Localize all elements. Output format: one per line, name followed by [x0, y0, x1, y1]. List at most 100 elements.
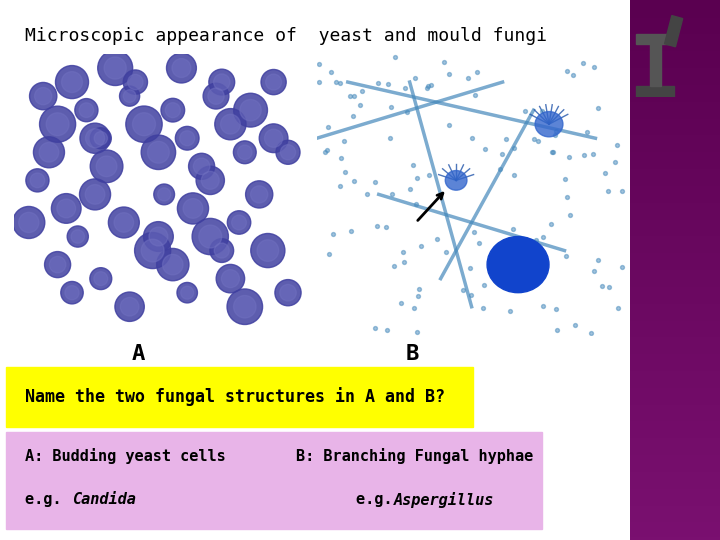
Point: [60, 204, 72, 213]
Point: [599, 168, 611, 177]
Text: Aspergillus: Aspergillus: [394, 491, 494, 508]
Point: [372, 222, 383, 231]
Point: [398, 258, 410, 267]
Point: [153, 148, 164, 157]
Point: [324, 250, 336, 259]
Point: [469, 227, 480, 236]
FancyBboxPatch shape: [6, 432, 541, 529]
Point: [109, 64, 121, 72]
Point: [530, 235, 541, 244]
Point: [507, 275, 518, 284]
Point: [66, 288, 78, 297]
Point: [153, 232, 164, 241]
Point: [388, 262, 400, 271]
Point: [422, 82, 433, 90]
Point: [500, 135, 511, 144]
Point: [602, 187, 613, 195]
Point: [204, 176, 216, 185]
Point: [560, 252, 572, 260]
Point: [559, 174, 571, 183]
Text: Microscopic appearance of  yeast and mould fungi: Microscopic appearance of yeast and moul…: [25, 27, 547, 45]
Point: [66, 78, 78, 86]
Point: [81, 106, 92, 114]
Point: [532, 136, 544, 145]
Point: [361, 190, 372, 198]
Point: [415, 241, 427, 250]
Point: [356, 87, 367, 96]
Point: [138, 120, 150, 129]
Point: [545, 220, 557, 229]
Point: [181, 288, 193, 297]
Point: [478, 281, 490, 289]
Point: [95, 274, 107, 283]
Bar: [649, 37, 661, 85]
Bar: [636, 85, 674, 97]
Point: [496, 150, 508, 158]
Point: [567, 71, 579, 79]
Point: [380, 222, 392, 231]
Point: [561, 192, 572, 201]
Point: [282, 288, 294, 297]
Point: [477, 304, 488, 313]
Point: [411, 174, 423, 183]
Point: [95, 274, 107, 283]
Circle shape: [487, 237, 549, 293]
Point: [385, 103, 397, 112]
Point: [561, 66, 572, 75]
Point: [204, 232, 216, 241]
Point: [167, 106, 179, 114]
Point: [60, 204, 72, 213]
Point: [268, 134, 279, 143]
Point: [118, 218, 130, 227]
Point: [282, 288, 294, 297]
Point: [196, 162, 207, 171]
Point: [89, 134, 101, 143]
Point: [253, 190, 265, 199]
Point: [369, 178, 380, 187]
Point: [536, 107, 548, 116]
Point: [408, 304, 420, 313]
Point: [52, 120, 63, 129]
Bar: [636, 34, 674, 44]
Point: [508, 171, 520, 179]
Point: [323, 123, 334, 131]
Point: [586, 329, 598, 338]
Text: e.g.: e.g.: [25, 492, 71, 507]
Text: A: A: [132, 343, 145, 364]
Point: [384, 133, 396, 142]
Point: [508, 144, 520, 153]
Point: [196, 162, 207, 171]
Circle shape: [445, 171, 467, 190]
Point: [382, 326, 393, 335]
Point: [313, 60, 325, 69]
Point: [89, 134, 101, 143]
Point: [334, 79, 346, 87]
Point: [32, 176, 43, 185]
Point: [138, 120, 150, 129]
Point: [176, 64, 187, 72]
Point: [37, 92, 49, 100]
Point: [66, 288, 78, 297]
Point: [176, 64, 187, 72]
Point: [239, 302, 251, 311]
Point: [253, 190, 265, 199]
Point: [444, 121, 455, 130]
Point: [528, 135, 540, 144]
Point: [462, 74, 474, 83]
Point: [72, 232, 84, 241]
Point: [101, 162, 112, 171]
Point: [32, 176, 43, 185]
Point: [225, 274, 236, 283]
Point: [397, 248, 409, 256]
Point: [588, 267, 600, 275]
Point: [504, 307, 516, 315]
Point: [344, 92, 356, 100]
Point: [564, 153, 575, 161]
Point: [413, 285, 425, 294]
Point: [167, 260, 179, 269]
Point: [438, 57, 449, 66]
Point: [124, 92, 135, 100]
Point: [147, 246, 158, 255]
Point: [181, 134, 193, 143]
Point: [334, 182, 346, 191]
